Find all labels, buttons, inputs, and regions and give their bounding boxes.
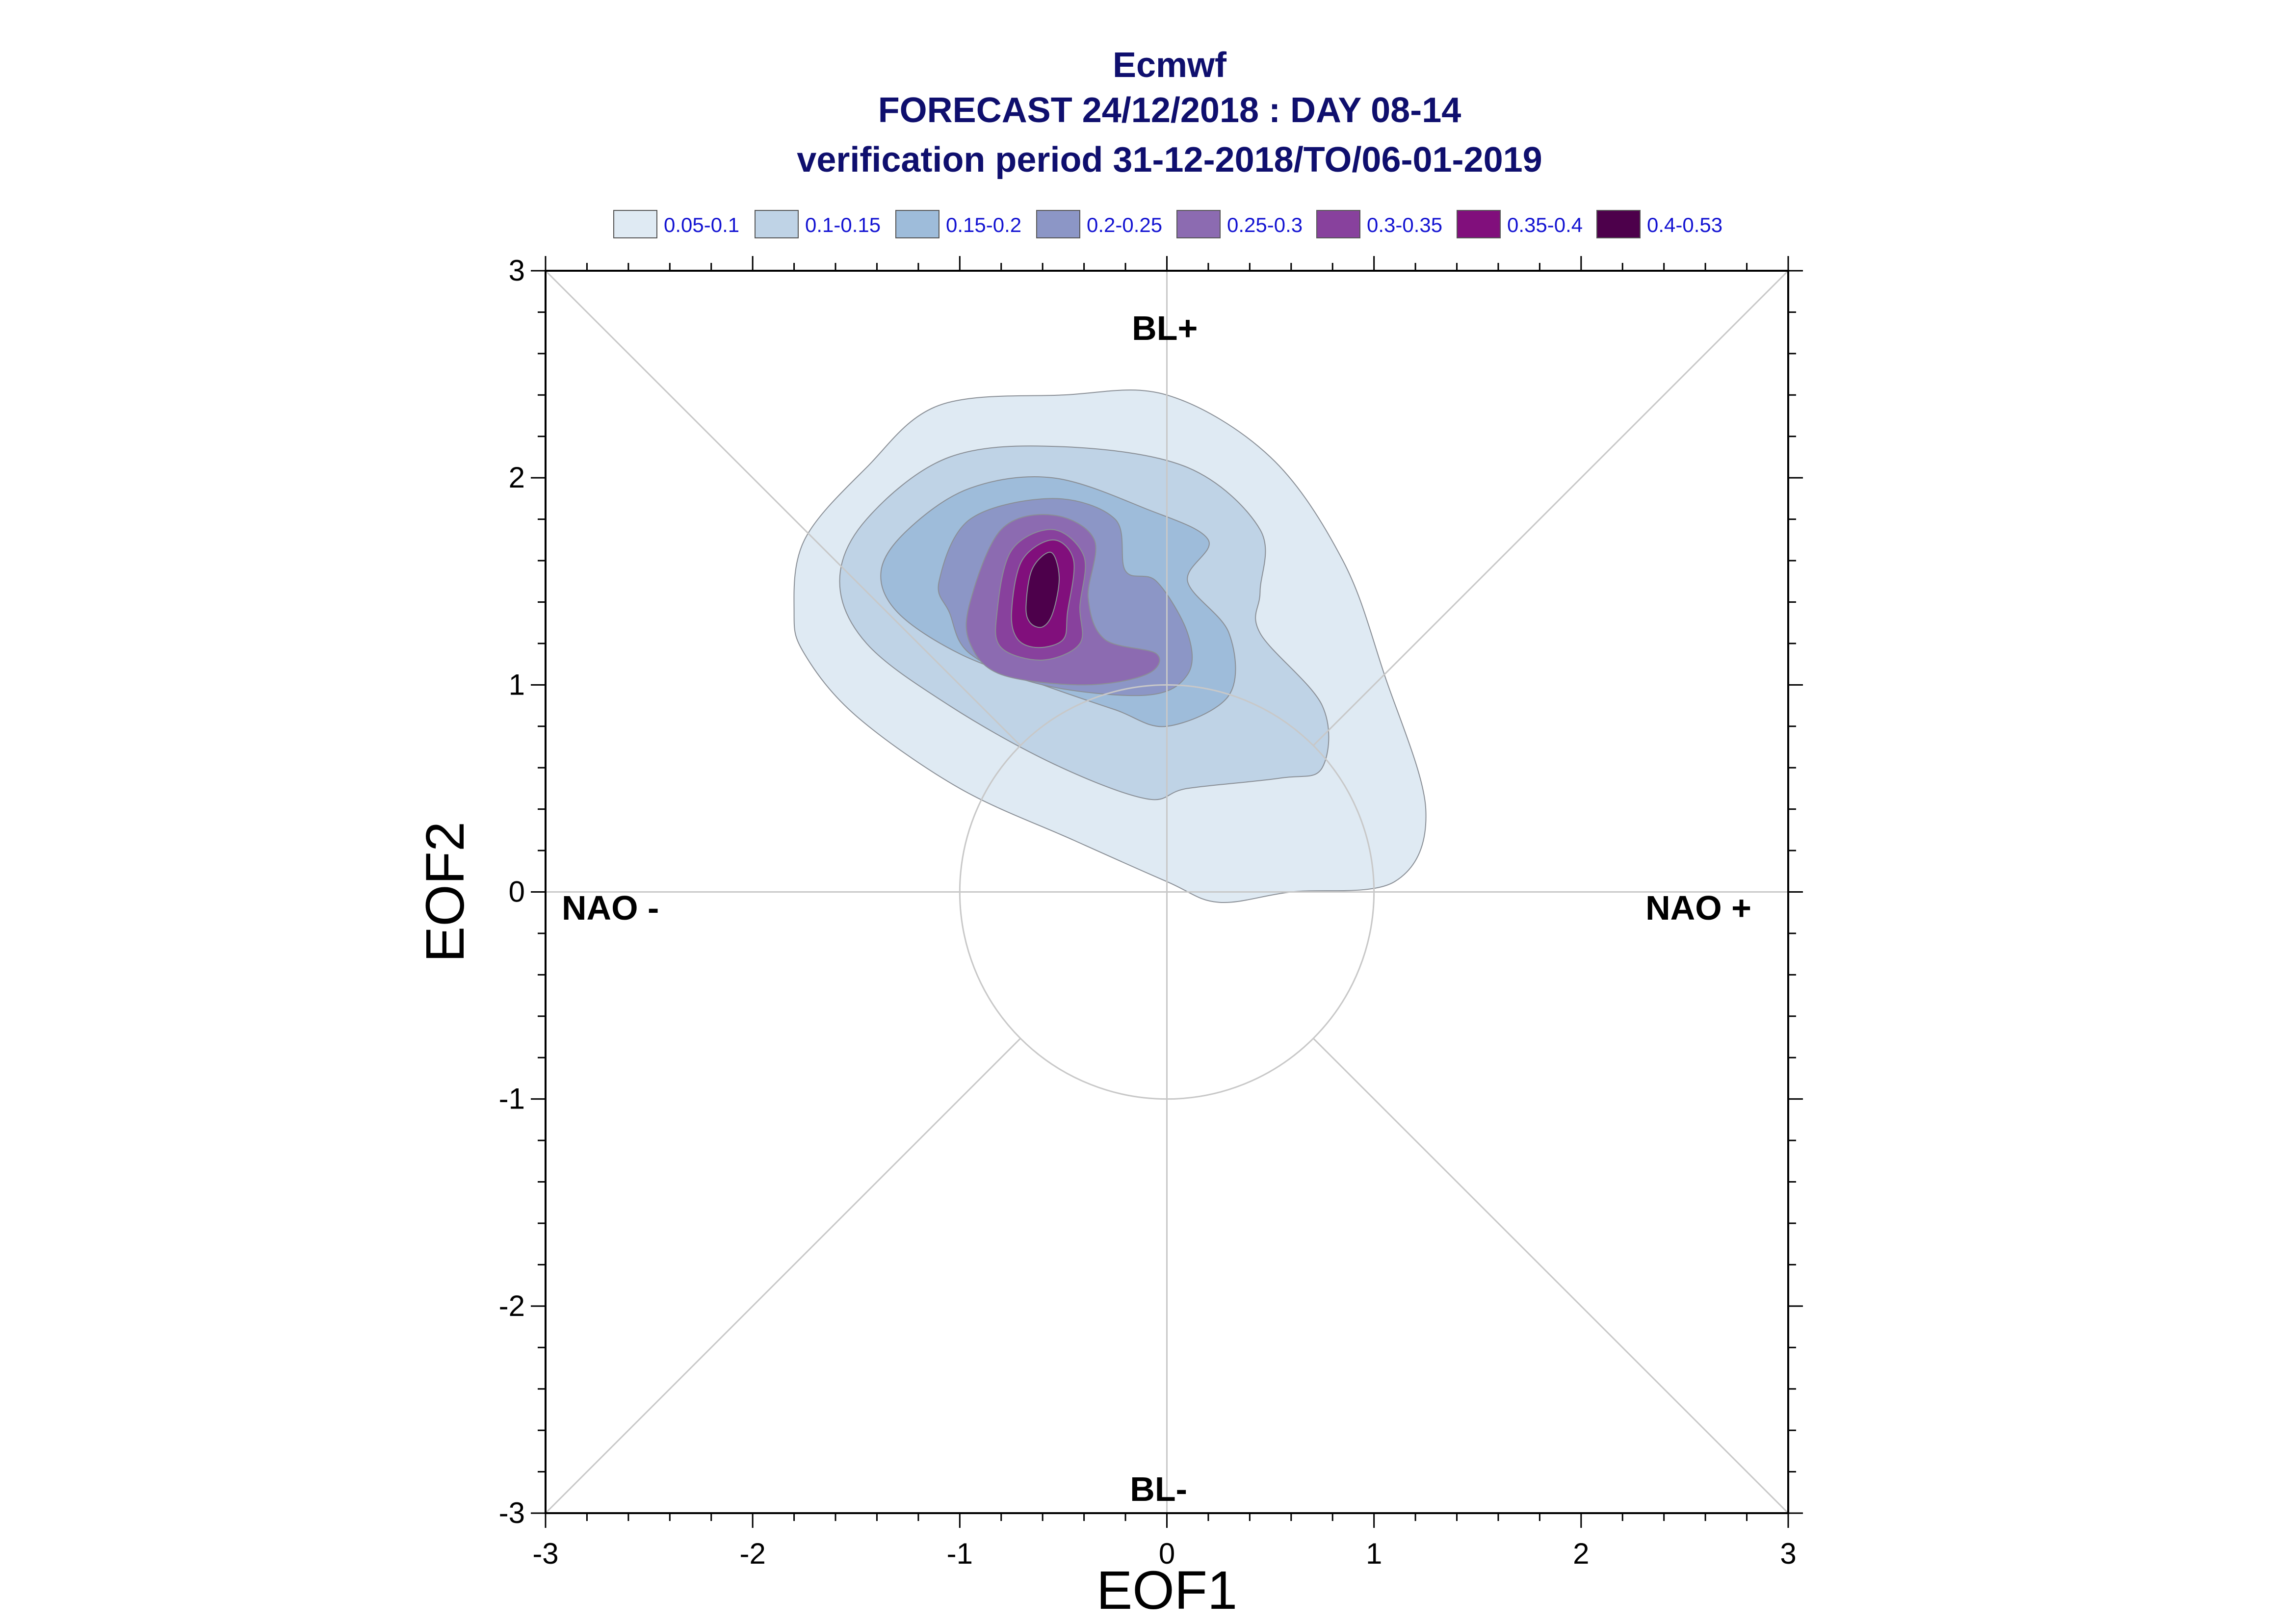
legend-swatch-1 [613,210,657,238]
regime-label-bl-plus: BL+ [1132,309,1198,347]
legend-label-5: 0.25-0.3 [1227,213,1303,236]
x-tick-label: 2 [1573,1537,1589,1570]
legend-swatch-5 [1176,210,1221,238]
title-line-2: FORECAST 24/12/2018 : DAY 08-14 [878,91,1461,130]
y-tick-label: 2 [509,461,525,494]
legend-swatch-6 [1316,210,1360,238]
diagonal-upper-right [1312,270,1789,747]
reference-circle [959,684,1375,1100]
legend-label-6: 0.3-0.35 [1367,213,1442,236]
regime-label-bl-minus: BL- [1130,1470,1187,1508]
y-tick-label: -3 [499,1496,525,1529]
legend-swatch-7 [1457,210,1501,238]
x-tick-label: 0 [1159,1537,1175,1570]
x-tick-label: -1 [947,1537,973,1570]
legend-label-8: 0.4-0.53 [1647,213,1722,236]
x-tick-label: 3 [1780,1537,1796,1570]
y-tick-label: -2 [499,1289,525,1322]
y-tick-label: 0 [509,876,525,908]
legend-swatch-2 [755,210,799,238]
legend-label-2: 0.1-0.15 [805,213,881,236]
legend-swatch-3 [895,210,939,238]
regime-label-nao-plus: NAO + [1645,889,1751,927]
regime-labels: BL+ BL- NAO - NAO + [562,309,1751,1508]
x-tick-label: -2 [739,1537,765,1570]
y-axis-label: EOF2 [415,822,475,962]
axes: -3 -2 -1 0 1 2 3 -3 -2 -1 0 1 2 3 EOF1 EOF2 [415,254,1803,1621]
legend-swatch-4 [1036,210,1080,238]
regime-label-nao-minus: NAO - [562,889,659,927]
title-line-3: verification period 31-12-2018/TO/06-01-… [797,140,1542,180]
y-tick-label: -1 [499,1083,525,1115]
y-tick-label: 1 [509,668,525,701]
x-axis-label: EOF1 [1096,1560,1237,1621]
legend-label-3: 0.15-0.2 [946,213,1021,236]
legend-label-7: 0.35-0.4 [1507,213,1583,236]
legend-label-4: 0.2-0.25 [1087,213,1162,236]
x-tick-label: 1 [1366,1537,1382,1570]
diagonal-upper-left [545,270,1021,747]
diagonal-lower-right [1312,1037,1789,1514]
legend-swatch-8 [1596,210,1641,238]
title-line-1: Ecmwf [1113,46,1227,85]
x-tick-label: -3 [532,1537,558,1570]
legend-label-1: 0.05-0.1 [664,213,739,236]
diagonal-lower-left [545,1037,1021,1514]
legend: 0.05-0.1 0.1-0.15 0.15-0.2 0.2-0.25 0.25-0.3… [613,210,1722,238]
regime-guides [545,270,1789,1514]
density-contours [793,389,1427,903]
chart-title: Ecmwf FORECAST 24/12/2018 : DAY 08-14 veri… [797,46,1542,180]
density-contour-8 [1025,551,1060,628]
y-tick-label: 3 [509,254,525,287]
